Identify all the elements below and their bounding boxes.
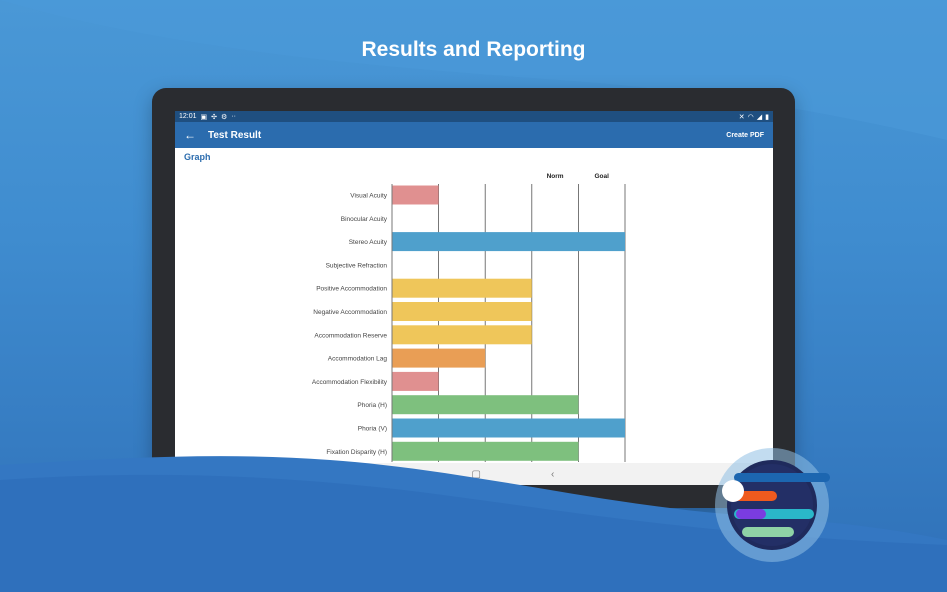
result-bar-chart: Norm Goal Visual Acuity Binocular Acuity Ste… — [312, 173, 626, 462]
category-label: Subjective Refraction — [326, 262, 388, 269]
bar — [392, 395, 579, 415]
settings-icon: ⚙ — [221, 113, 228, 121]
back-icon[interactable]: ‹ — [550, 468, 555, 480]
category-label: Accommodation Flexibility — [312, 379, 388, 386]
home-icon[interactable]: ▢ — [471, 468, 481, 480]
category-label: Phoria (H) — [357, 402, 387, 409]
bar — [392, 232, 625, 252]
bar — [392, 302, 532, 321]
signal-icon: ◢ — [756, 113, 763, 121]
category-label: Stereo Acuity — [349, 239, 388, 246]
headline: Results and Reporting — [361, 38, 586, 61]
bar — [392, 441, 579, 461]
category-label: Accommodation Reserve — [314, 332, 387, 339]
bar — [392, 185, 439, 205]
status-bar: 12:01 ▣ ✣ ⚙ ·· ✕ ◠ ◢ ▮ — [175, 111, 773, 122]
category-label: Binocular Acuity — [341, 216, 388, 223]
section-title: Graph — [184, 152, 211, 162]
app-bar: ← Test Result Create PDF — [175, 122, 773, 148]
image-icon: ▣ — [200, 113, 208, 121]
app-screen: 12:01 ▣ ✣ ⚙ ·· ✕ ◠ ◢ ▮ ← Test Result Cre… — [175, 111, 773, 485]
wifi-icon: ◠ — [747, 113, 754, 121]
more-icon: ·· — [231, 113, 236, 120]
category-label: Visual Acuity — [350, 193, 387, 200]
recents-icon[interactable]: ||| — [393, 468, 402, 480]
bar — [392, 278, 532, 298]
mute-icon: ✕ — [738, 113, 745, 121]
bar — [392, 418, 625, 438]
bar — [392, 371, 439, 391]
page-title: Test Result — [208, 129, 262, 141]
category-label: Accommodation Lag — [328, 356, 388, 363]
arrow-left-icon[interactable]: ← — [184, 128, 196, 142]
android-nav-bar: ||| ▢ ‹ — [175, 463, 773, 485]
column-label: Goal — [594, 173, 609, 180]
category-label: Positive Accommodation — [316, 286, 387, 293]
create-pdf-button[interactable]: Create PDF — [726, 131, 764, 139]
status-time: 12:01 — [179, 113, 197, 120]
bar — [392, 348, 486, 368]
category-label: Phoria (V) — [358, 426, 387, 433]
category-label: Negative Accommodation — [313, 309, 387, 316]
vibrate-icon: ✣ — [211, 113, 218, 121]
bar — [392, 325, 532, 345]
battery-icon: ▮ — [765, 113, 769, 121]
column-label: Norm — [547, 173, 564, 180]
app-logo — [714, 447, 830, 563]
category-label: Fixation Disparity (H) — [326, 449, 387, 456]
